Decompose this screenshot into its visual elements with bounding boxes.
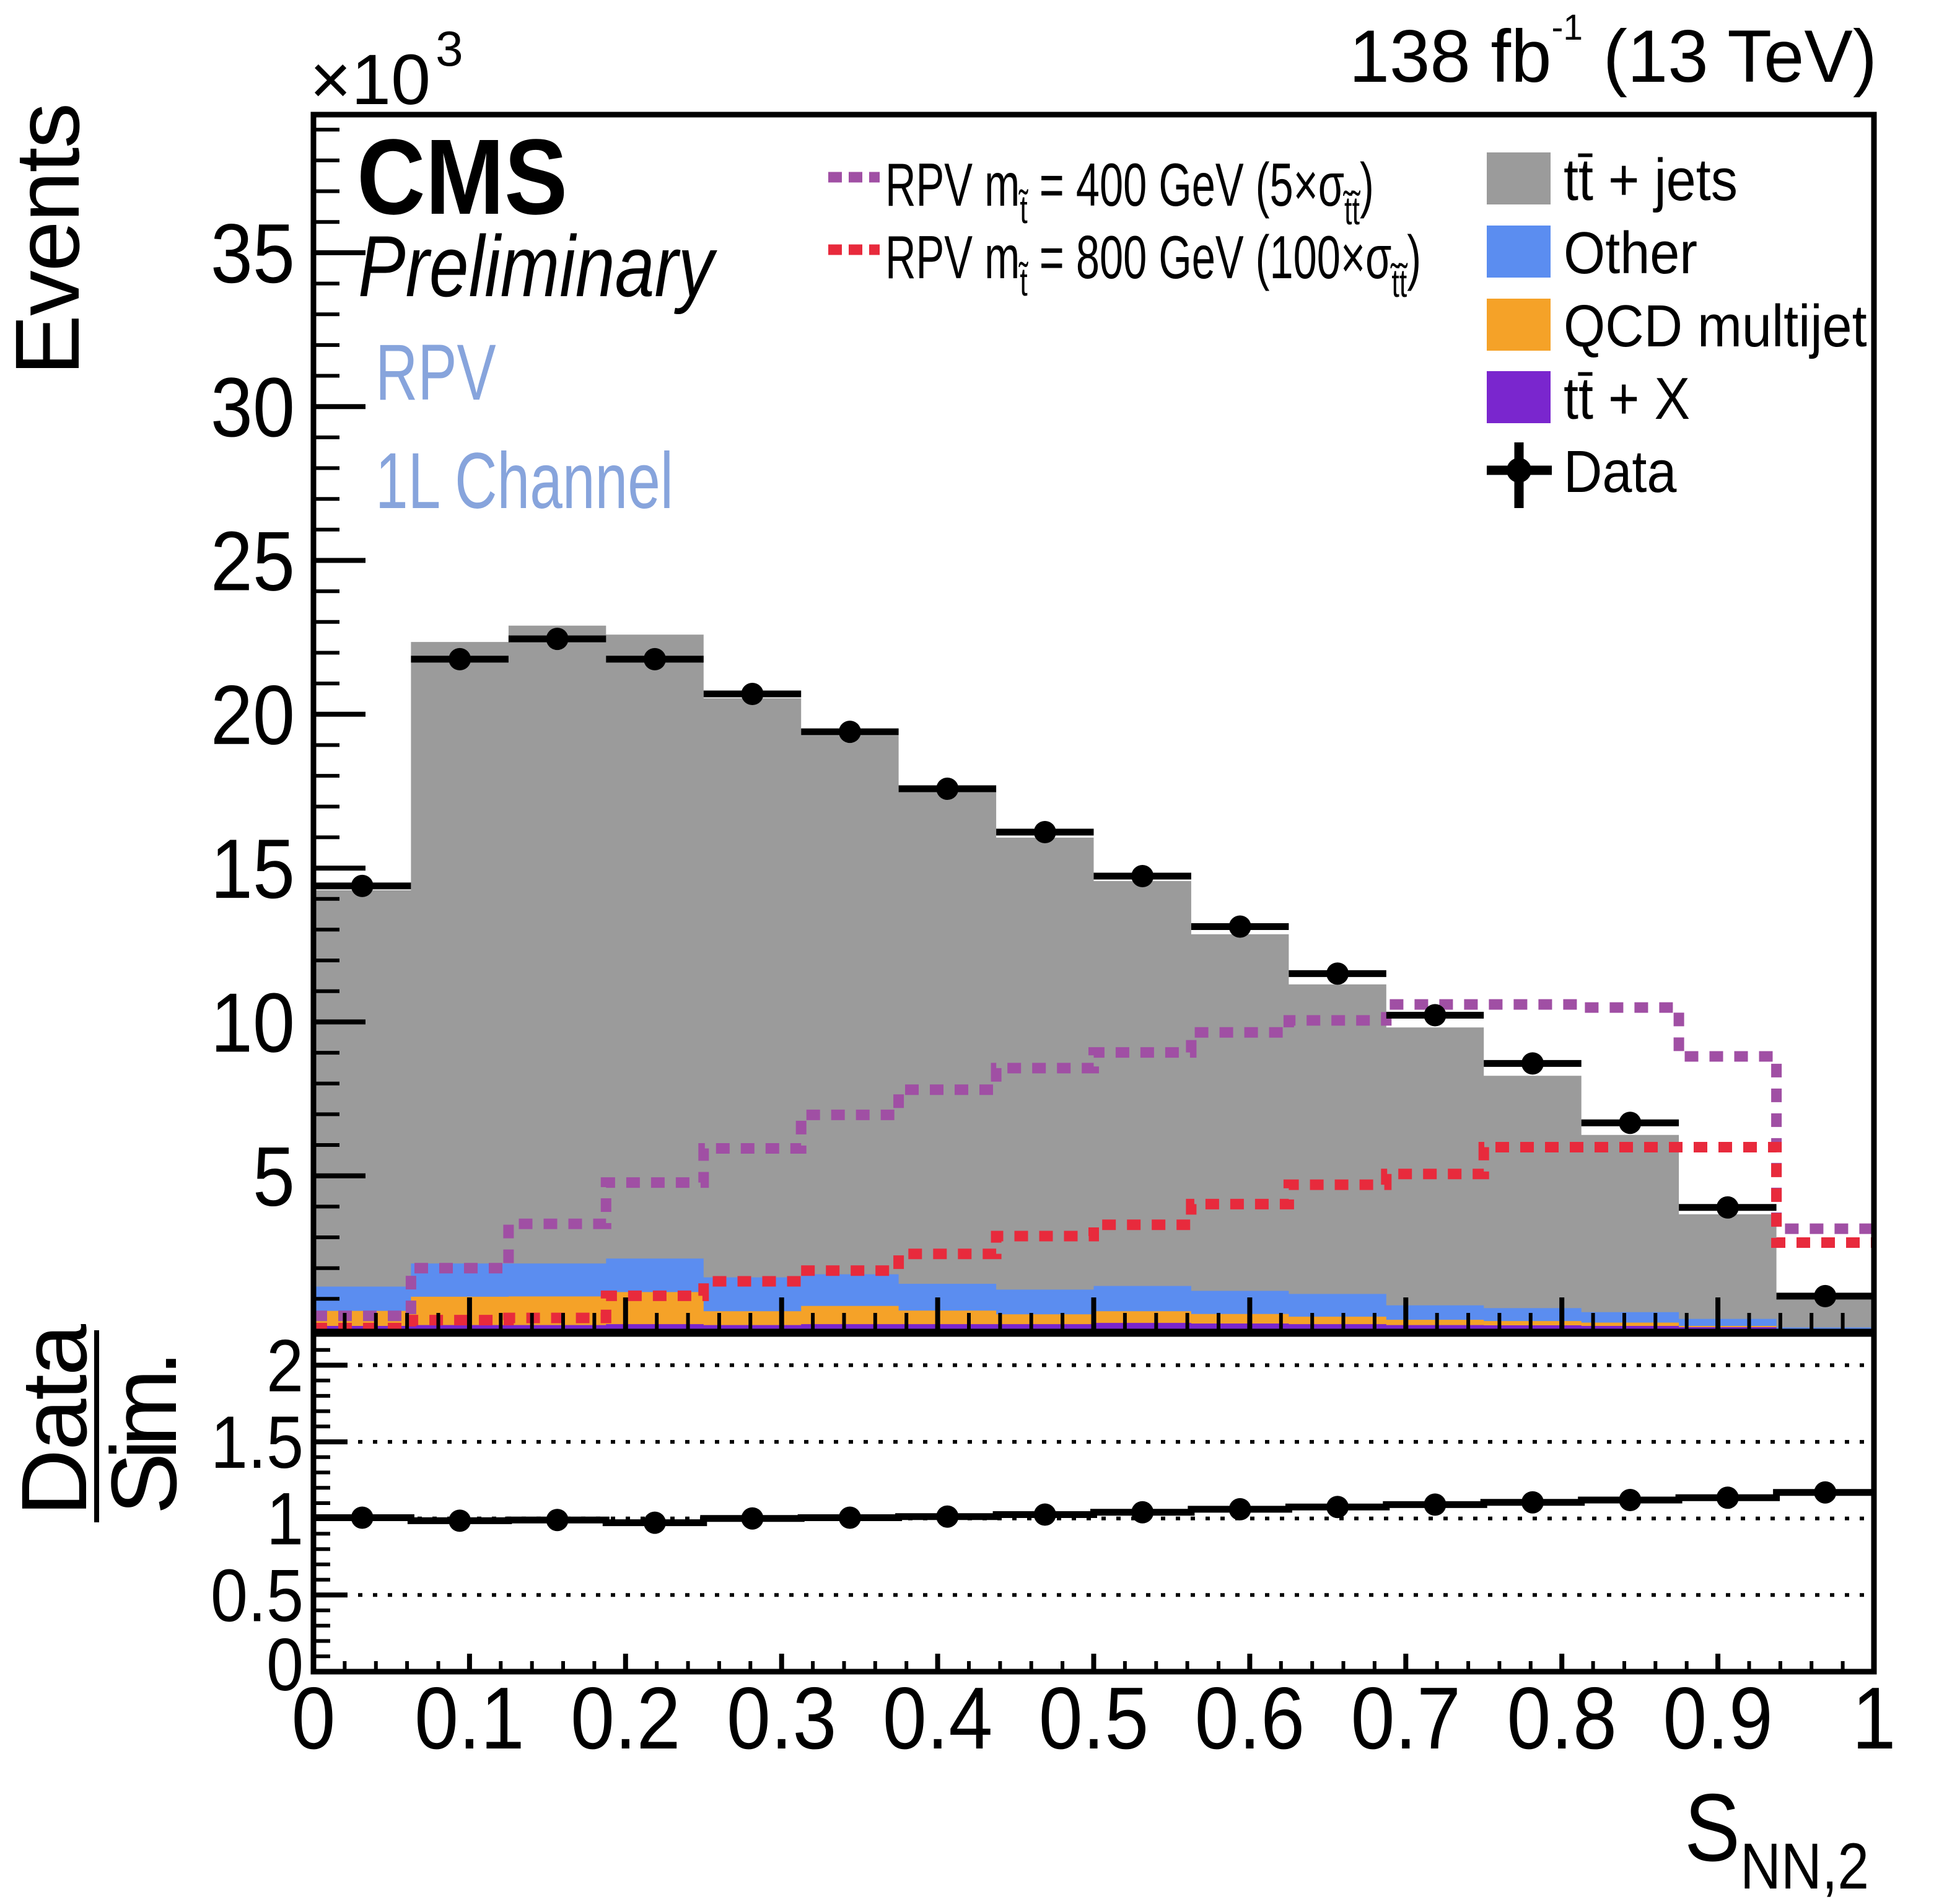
svg-text:Other: Other — [1564, 220, 1697, 286]
svg-text:10: 10 — [211, 976, 295, 1069]
svg-text:0.3: 0.3 — [727, 1669, 837, 1768]
svg-text:2: 2 — [266, 1325, 304, 1407]
svg-text:1: 1 — [1852, 1669, 1896, 1768]
svg-text:0.5: 0.5 — [211, 1555, 304, 1637]
svg-text:0: 0 — [291, 1669, 335, 1768]
svg-text:35: 35 — [211, 207, 295, 301]
svg-text:tt̄ + X: tt̄ + X — [1564, 366, 1690, 432]
svg-text:1: 1 — [266, 1478, 304, 1560]
svg-text:0.4: 0.4 — [883, 1669, 993, 1768]
svg-text:Data: Data — [1564, 439, 1677, 505]
svg-text:Events: Events — [0, 103, 98, 375]
svg-text:0.8: 0.8 — [1507, 1669, 1617, 1768]
svg-text:0.1: 0.1 — [414, 1669, 525, 1768]
svg-text:25: 25 — [211, 515, 295, 608]
svg-text:15: 15 — [211, 822, 295, 916]
svg-text:Preliminary: Preliminary — [358, 218, 717, 315]
svg-text:1.5: 1.5 — [211, 1402, 304, 1484]
svg-text:0.6: 0.6 — [1195, 1669, 1305, 1768]
svg-text:0: 0 — [266, 1624, 304, 1706]
svg-text:Sim.: Sim. — [92, 1351, 196, 1515]
svg-text:Data: Data — [2, 1323, 106, 1516]
svg-text:138 fb-1 (13 TeV): 138 fb-1 (13 TeV) — [1349, 7, 1877, 98]
svg-text:1L Channel: 1L Channel — [375, 436, 673, 525]
svg-text:CMS: CMS — [357, 116, 567, 237]
svg-text:0.9: 0.9 — [1663, 1669, 1773, 1768]
svg-text:5: 5 — [253, 1130, 295, 1224]
svg-text:0.2: 0.2 — [571, 1669, 681, 1768]
svg-text:30: 30 — [211, 361, 295, 454]
svg-text:0.5: 0.5 — [1039, 1669, 1149, 1768]
svg-text:RPV: RPV — [375, 328, 496, 416]
svg-text:QCD multijet: QCD multijet — [1564, 293, 1867, 359]
svg-text:0.7: 0.7 — [1350, 1669, 1461, 1768]
svg-text:tt̄ + jets: tt̄ + jets — [1564, 147, 1738, 213]
svg-text:20: 20 — [211, 669, 295, 762]
